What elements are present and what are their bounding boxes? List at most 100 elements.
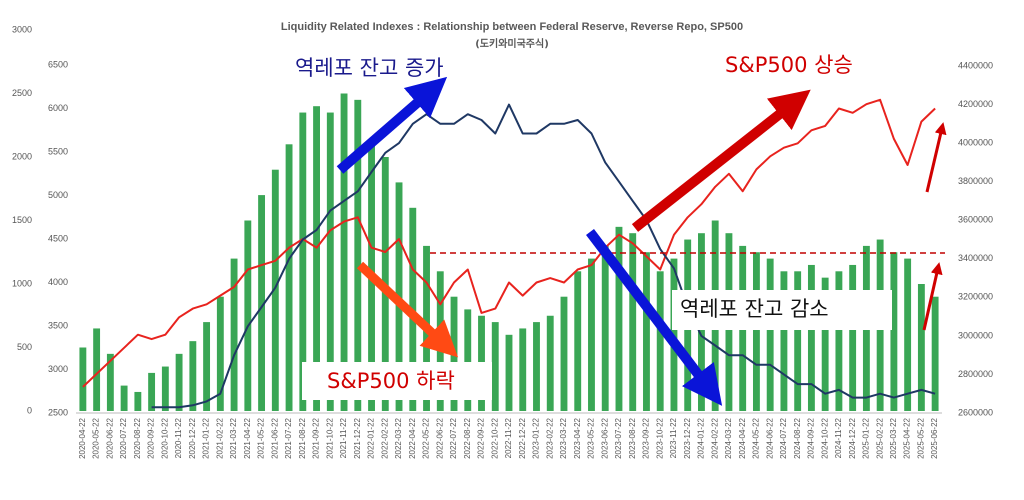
bar (574, 271, 582, 411)
bar (615, 226, 623, 411)
x-tick-label: 2021-01-22 (202, 417, 211, 458)
y3-tick-label: 3000 (48, 364, 68, 374)
y3-tick-label: 6000 (48, 103, 68, 113)
bar (203, 322, 211, 411)
bar (244, 220, 252, 411)
bar (326, 112, 334, 412)
x-tick-label: 2024-01-22 (697, 417, 706, 458)
arrow (356, 261, 459, 358)
x-tick-label: 2022-03-22 (394, 417, 403, 458)
bar (93, 328, 101, 411)
bar (271, 169, 279, 411)
bar (629, 233, 637, 411)
y-tick-label: 2500 (12, 88, 32, 98)
y2-tick-label: 3800000 (958, 176, 993, 186)
bar (258, 195, 266, 411)
bar (904, 258, 912, 411)
x-tick-label: 2024-04-22 (738, 417, 747, 458)
x-tick-label: 2023-02-22 (545, 417, 554, 458)
x-tick-label: 2022-11-22 (504, 417, 513, 458)
x-tick-label: 2022-10-22 (490, 417, 499, 458)
bar (849, 264, 857, 411)
bar (560, 296, 568, 411)
bar (890, 252, 898, 411)
y2-tick-label: 4400000 (958, 60, 993, 70)
x-tick-label: 2021-07-22 (284, 417, 293, 458)
x-tick-label: 2021-05-22 (257, 417, 266, 458)
y2-tick-label: 3600000 (958, 215, 993, 225)
y3-tick-label: 3500 (48, 320, 68, 330)
bar (931, 296, 939, 411)
x-tick-label: 2020-06-22 (105, 417, 114, 458)
y2-tick-label: 2800000 (958, 369, 993, 379)
y2-tick-label: 2600000 (958, 407, 993, 417)
bar (354, 99, 362, 411)
x-tick-label: 2020-10-22 (160, 417, 169, 458)
x-tick-label: 2025-04-22 (903, 417, 912, 458)
x-tick-label: 2020-11-22 (174, 417, 183, 458)
arrow (922, 262, 943, 331)
x-tick-label: 2022-12-22 (518, 417, 527, 458)
chart-title: Liquidity Related Indexes : Relationship… (281, 21, 743, 33)
x-tick-label: 2024-08-22 (793, 417, 802, 458)
bar (917, 284, 925, 411)
x-tick-label: 2025-05-22 (916, 417, 925, 458)
y2-tick-label: 4200000 (958, 99, 993, 109)
y3-tick-label: 2500 (48, 407, 68, 417)
x-tick-label: 2024-09-22 (807, 417, 816, 458)
y-tick-label: 3000 (12, 24, 32, 34)
line (82, 98, 936, 388)
arrow (336, 76, 448, 174)
x-tick-label: 2021-10-22 (325, 417, 334, 458)
x-tick-label: 2021-02-22 (215, 417, 224, 458)
x-tick-label: 2024-11-22 (834, 417, 843, 458)
bar (189, 341, 197, 411)
bar (340, 93, 348, 411)
x-tick-label: 2024-02-22 (710, 417, 719, 458)
chart-subtitle: (도키와미국주식) (475, 37, 549, 50)
y3-tick-label: 4000 (48, 277, 68, 287)
x-tick-label: 2022-07-22 (449, 417, 458, 458)
x-tick-label: 2025-01-22 (862, 417, 871, 458)
x-tick-label: 2022-02-22 (380, 417, 389, 458)
x-tick-label: 2022-01-22 (367, 417, 376, 458)
x-tick-label: 2024-03-22 (724, 417, 733, 458)
x-tick-label: 2025-06-22 (930, 417, 939, 458)
bar (643, 252, 650, 411)
x-tick-label: 2023-08-22 (628, 417, 637, 458)
x-tick-label: 2024-12-22 (848, 417, 857, 458)
x-tick-label: 2024-05-22 (752, 417, 761, 458)
x-tick-label: 2023-01-22 (532, 417, 541, 458)
x-tick-label: 2020-07-22 (119, 417, 128, 458)
x-tick-label: 2022-08-22 (463, 417, 472, 458)
bar (148, 372, 156, 411)
arrow (586, 228, 723, 406)
label-box (302, 362, 492, 400)
x-tick-label: 2024-10-22 (820, 417, 829, 458)
x-tick-label: 2023-09-22 (642, 417, 651, 458)
bar (491, 322, 499, 411)
x-tick-label: 2023-06-22 (600, 417, 609, 458)
x-tick-label: 2021-03-22 (229, 417, 238, 458)
y2-tick-label: 3200000 (958, 292, 993, 302)
y2-tick-label: 4000000 (958, 137, 993, 147)
bar (313, 106, 320, 411)
bar (766, 258, 774, 411)
label-box (672, 290, 892, 330)
bar (175, 353, 183, 411)
annotations: 역레포 잔고 증가 S&P500 상승 S&P500 하락 역레포 잔고 감소 (295, 53, 947, 406)
x-tick-label: 2020-05-22 (92, 417, 101, 458)
bar (601, 245, 609, 411)
plot-area: 0 500 1000 1500 2000 2500 3000 2500 3000 3500 4000… (12, 24, 993, 459)
x-tick-label: 2022-04-22 (408, 417, 417, 458)
bar (821, 277, 829, 411)
bar (285, 144, 293, 412)
bar (835, 271, 843, 411)
x-tick-label: 2025-02-22 (875, 417, 884, 458)
x-tick-label: 2021-11-22 (339, 417, 348, 458)
y3-tick-label: 4500 (48, 233, 68, 243)
x-tick-label: 2023-12-22 (683, 417, 692, 458)
bar (216, 296, 224, 411)
annotation: S&P500 하락 (327, 369, 455, 393)
